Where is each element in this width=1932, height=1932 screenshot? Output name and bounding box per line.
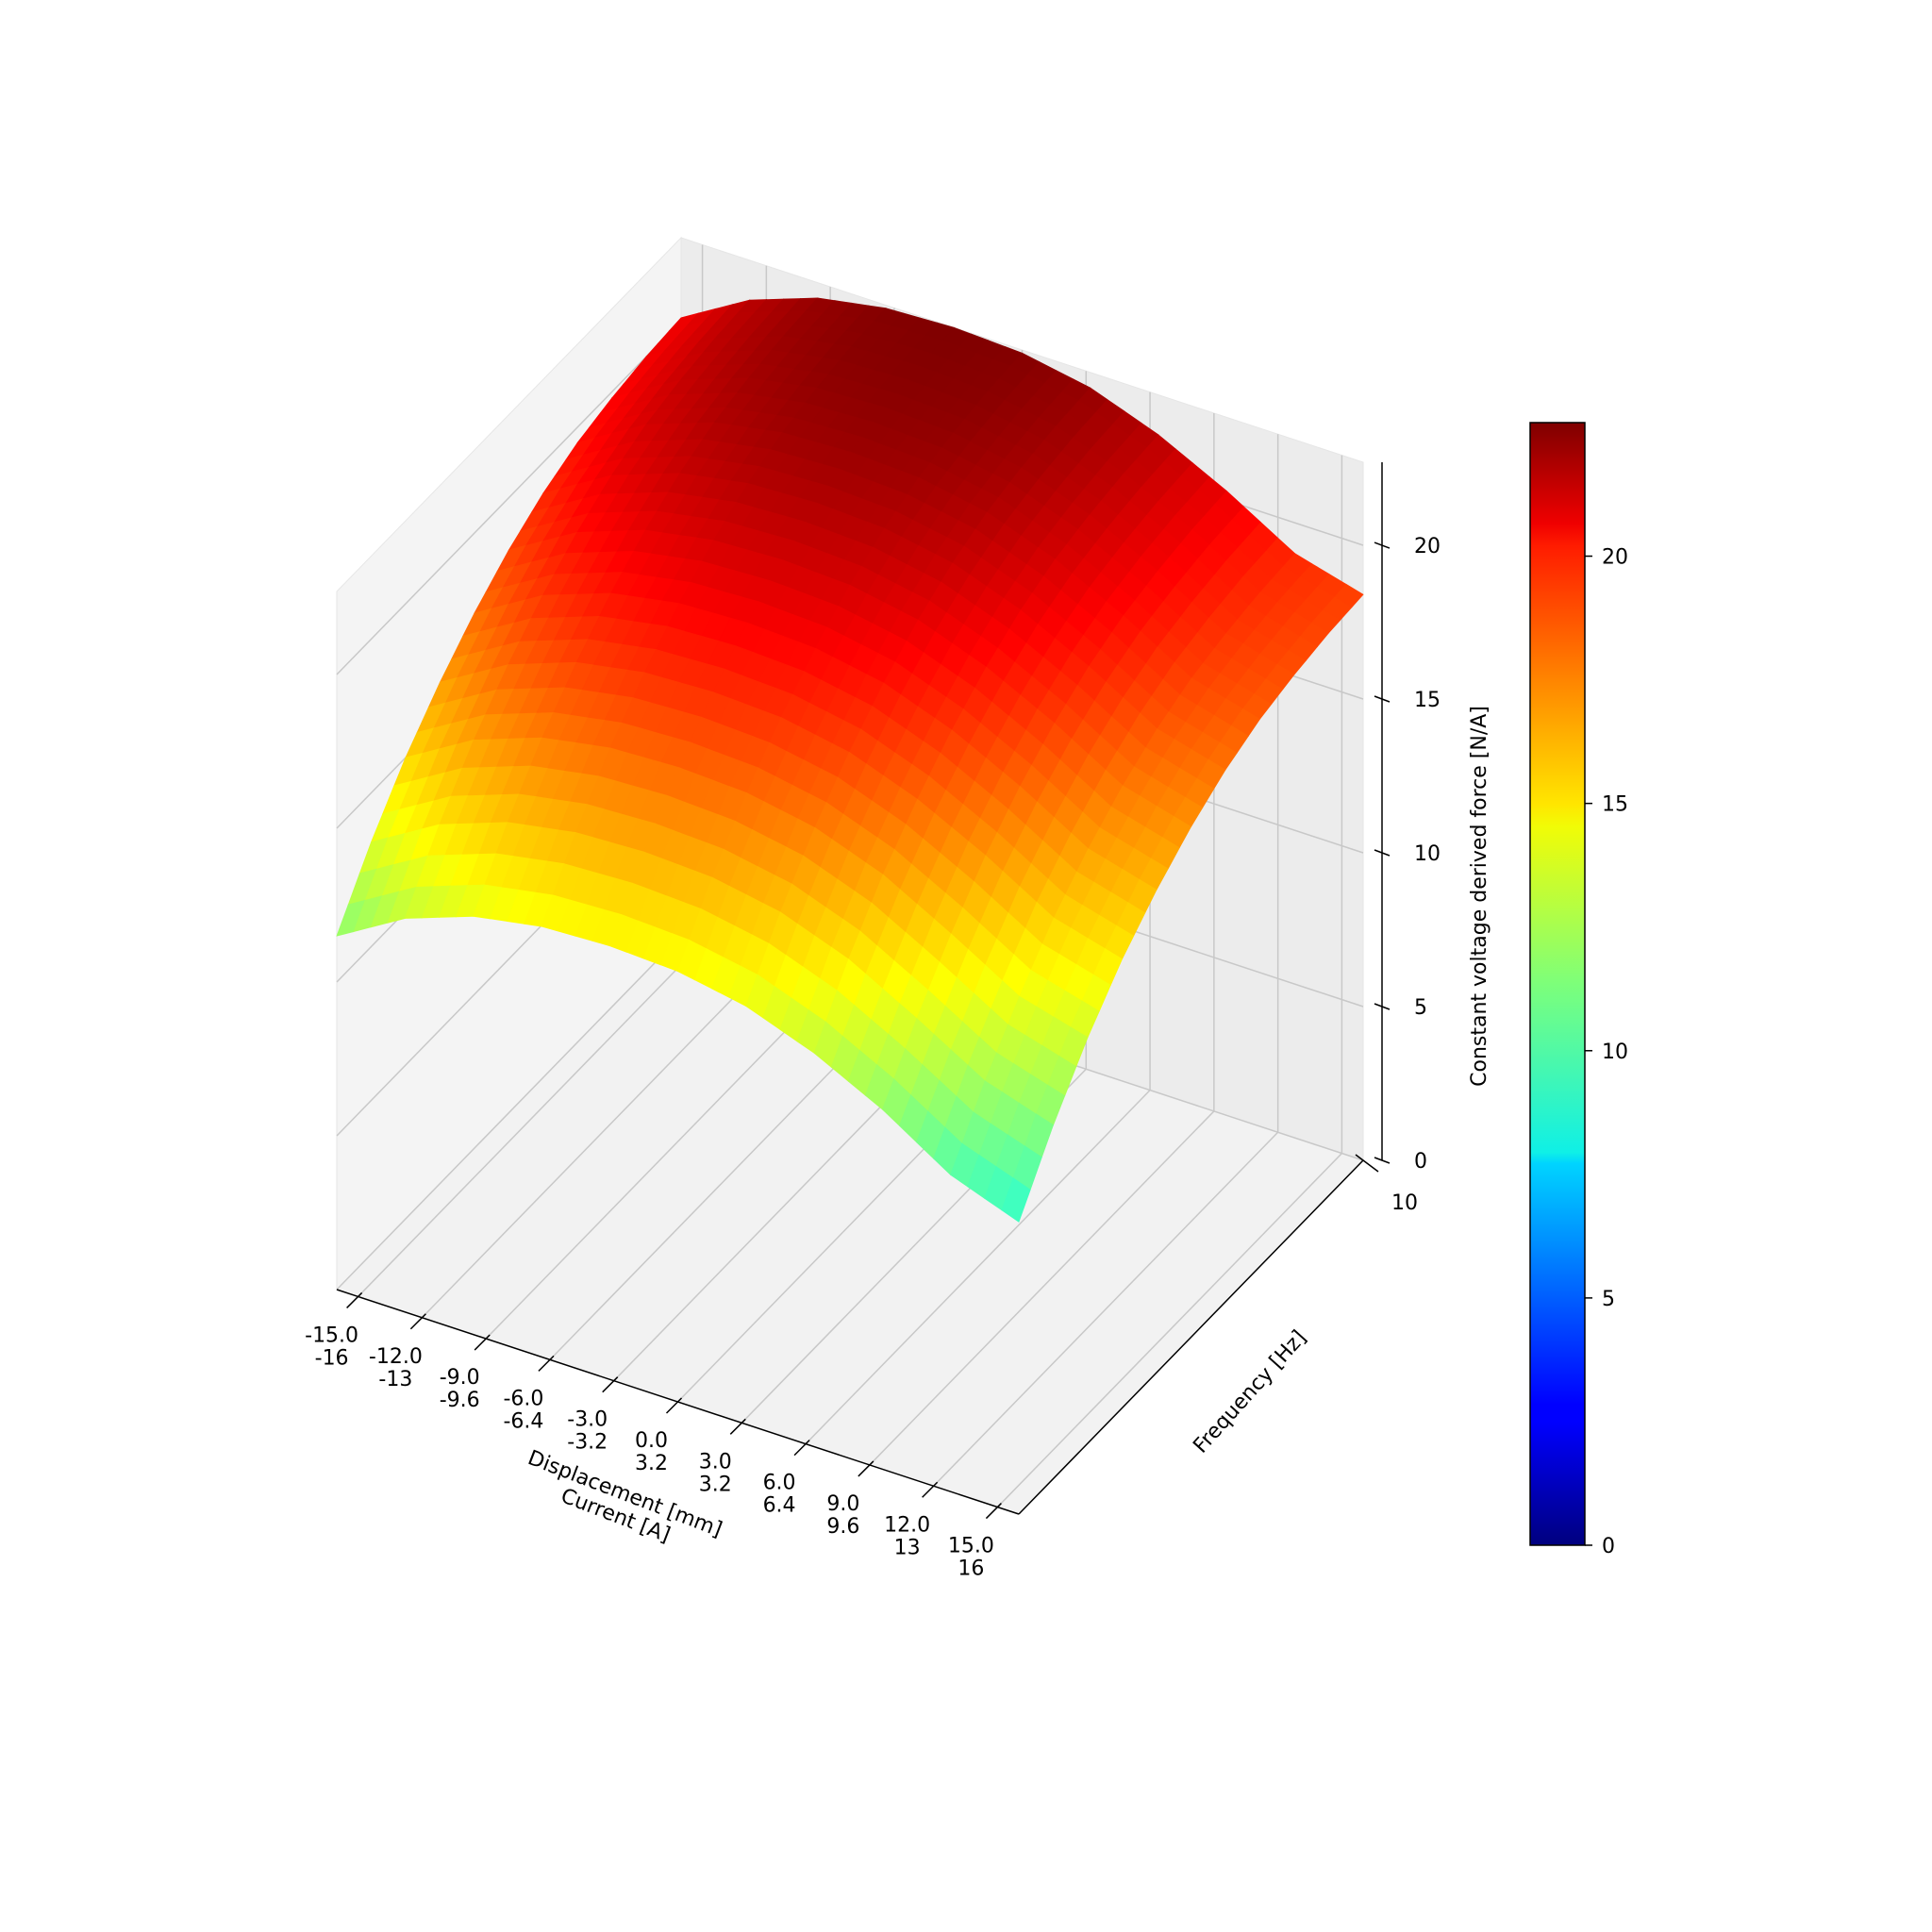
x-secondary-tick-label: 6.4	[763, 1494, 796, 1518]
colorbar-tick-label: 20	[1602, 546, 1628, 570]
x-secondary-tick-label: 13	[894, 1536, 921, 1559]
x-tick-label: -6.0	[503, 1387, 543, 1410]
z-tick-label: 15	[1414, 689, 1441, 712]
z-tick	[1374, 695, 1391, 703]
colorbar	[1529, 422, 1586, 1546]
x-tick-label: -9.0	[440, 1366, 480, 1390]
z-tick-label: 20	[1414, 535, 1441, 558]
grid-line	[336, 320, 682, 675]
x-secondary-tick-label: 3.2	[699, 1473, 732, 1496]
colorbar-tick-label: 0	[1602, 1535, 1615, 1558]
x-tick	[985, 1503, 1002, 1520]
y-axis-line	[1018, 1159, 1364, 1515]
x-tick-label: 3.0	[699, 1450, 732, 1474]
colorbar-ticks: 0 5 10 15 20	[1585, 546, 1628, 1558]
x-tick	[474, 1334, 491, 1351]
z-tick-label: 0	[1414, 1150, 1427, 1174]
x-tick	[602, 1376, 619, 1393]
grid-line	[933, 1131, 1279, 1487]
x-secondary-tick-label: -9.6	[440, 1389, 480, 1412]
y-axis-label: Frequency [Hz]	[1189, 1326, 1311, 1458]
x-tick-label: 0.0	[635, 1429, 668, 1453]
grid-line	[996, 1153, 1342, 1508]
grid-line	[421, 963, 767, 1319]
x-tick	[922, 1481, 939, 1498]
x-tick-label: 6.0	[763, 1472, 796, 1495]
colorbar-tick-label: 10	[1602, 1041, 1628, 1064]
surface-facet	[1001, 1177, 1031, 1223]
x-secondary-tick-label: 3.2	[635, 1452, 668, 1475]
z-tick	[1374, 1003, 1391, 1010]
y-tick	[1355, 1154, 1379, 1173]
x-tick	[858, 1460, 874, 1477]
z-axis-label: Constant voltage derived force [N/A]	[1468, 706, 1491, 1087]
x-tick-label: -3.0	[567, 1408, 608, 1432]
grid-line	[336, 935, 682, 1291]
grid-line	[485, 984, 831, 1340]
x-tick	[729, 1418, 746, 1435]
y-tick-label: 10	[1391, 1191, 1418, 1215]
x-secondary-tick-label: -3.2	[567, 1431, 608, 1455]
surface-mesh	[336, 297, 1364, 1223]
x-tick-label: -15.0	[305, 1324, 358, 1347]
z-tick-label: 5	[1414, 996, 1427, 1020]
colorbar-tick-label: 15	[1602, 793, 1628, 817]
x-secondary-tick-label: -13	[378, 1368, 412, 1391]
z-tick-label: 10	[1414, 842, 1441, 866]
x-tick-label: 12.0	[884, 1513, 930, 1537]
z-tick	[1374, 541, 1391, 549]
x-secondary-tick-label: 16	[958, 1557, 984, 1581]
grid-line	[869, 1110, 1215, 1466]
x-tick-label: 15.0	[948, 1535, 994, 1558]
colorbar-tick-label: 5	[1602, 1288, 1615, 1311]
x-tick-label: 9.0	[826, 1492, 859, 1516]
x-tick	[346, 1291, 363, 1308]
axis-lines: -15.0-16 -12.0-13 -9.0-9.6 -6.0-6.4 -3.0-3.2…	[305, 462, 1441, 1581]
grid-line	[805, 1090, 1151, 1445]
x-tick	[538, 1355, 555, 1372]
x-secondary-tick-label: -16	[315, 1346, 349, 1370]
x-secondary-tick-label: 9.6	[826, 1515, 859, 1539]
x-tick-label: -12.0	[369, 1345, 423, 1369]
x-tick	[409, 1313, 426, 1330]
z-tick	[1374, 849, 1391, 857]
x-secondary-tick-label: -6.4	[503, 1409, 543, 1433]
z-tick	[1374, 1157, 1391, 1164]
grid-line	[358, 941, 704, 1297]
x-tick	[665, 1397, 683, 1414]
x-tick	[793, 1440, 810, 1457]
